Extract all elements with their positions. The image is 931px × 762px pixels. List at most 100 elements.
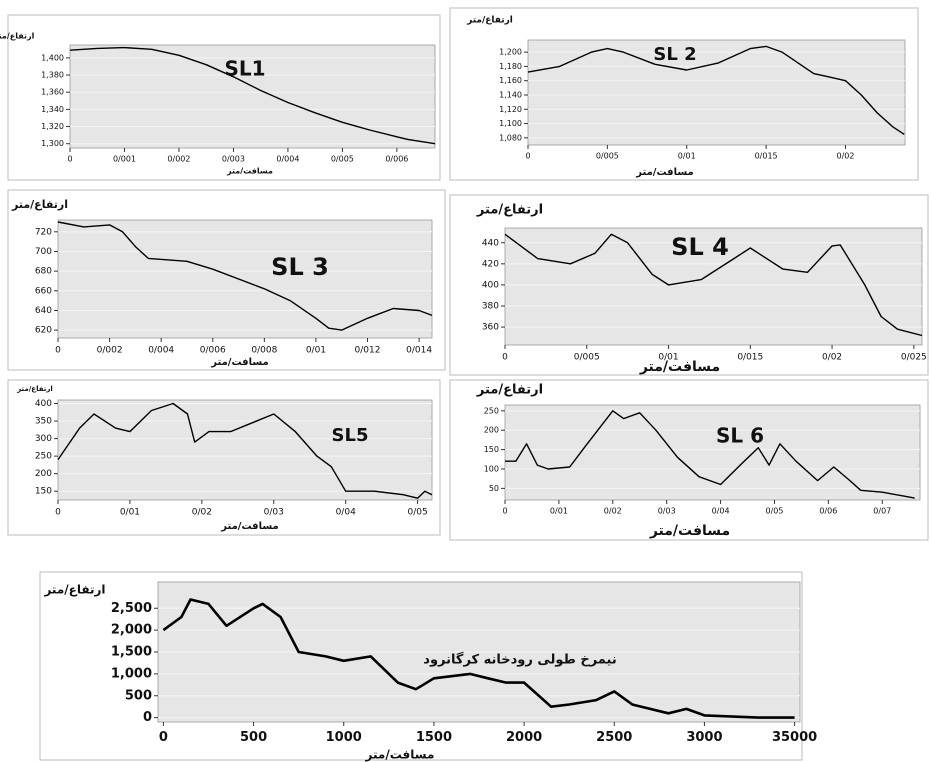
profile-line xyxy=(69,46,436,145)
chart-title: SL 2 xyxy=(653,44,696,65)
x-tick-label: 0/003 xyxy=(222,155,245,164)
profile-line xyxy=(504,233,923,337)
x-tick-label: 0/03 xyxy=(658,507,676,516)
plot-area xyxy=(504,404,921,501)
y-tick-label: 420 xyxy=(482,259,499,269)
chart-title: SL 6 xyxy=(716,424,764,448)
y-tick-label: 200 xyxy=(484,426,499,435)
y-tick-label: 1,340 xyxy=(41,105,64,114)
y-tick-label: 1,400 xyxy=(41,53,64,62)
chart-title: SL1 xyxy=(224,57,265,81)
x-axis-label: مسافت/متر xyxy=(649,523,730,539)
plot-area xyxy=(57,399,433,501)
profile-line xyxy=(57,402,433,499)
y-tick-label: 2,500 xyxy=(111,601,152,616)
x-tick-label: 0 xyxy=(67,155,72,164)
x-tick-label: 0/02 xyxy=(192,508,212,518)
y-tick-label: 1,320 xyxy=(41,122,64,131)
x-tick-label: 0/004 xyxy=(276,155,299,164)
x-tick-label: 0/015 xyxy=(755,152,778,161)
x-axis-label: مسافت/متر xyxy=(220,521,278,532)
x-tick-label: 0/02 xyxy=(836,152,854,161)
y-tick-label: 440 xyxy=(482,238,499,248)
chart-title: SL 4 xyxy=(671,233,729,261)
x-axis-label: مسافت/متر xyxy=(639,359,720,375)
x-tick-label: 2000 xyxy=(506,730,542,745)
y-tick-label: 640 xyxy=(35,306,52,316)
y-tick-label: 1,200 xyxy=(499,48,522,57)
y-tick-label: 700 xyxy=(35,247,52,257)
x-tick-label: 0/006 xyxy=(385,155,408,164)
y-axis-label: ارتفاع/متر xyxy=(466,16,513,26)
x-tick-label: 0 xyxy=(55,508,61,518)
x-tick-label: 0 xyxy=(55,346,61,356)
x-tick-label: 0/07 xyxy=(873,507,891,516)
y-tick-label: 200 xyxy=(35,469,52,479)
plot-area xyxy=(527,39,906,146)
y-tick-label: 1,080 xyxy=(499,133,522,142)
x-axis-label: مسافت/متر xyxy=(635,167,693,178)
y-tick-label: 380 xyxy=(482,302,499,312)
x-tick-label: 3000 xyxy=(686,730,722,745)
x-tick-label: 0/03 xyxy=(264,508,284,518)
x-axis-label: مسافت/متر xyxy=(365,748,435,762)
x-tick-label: 0/001 xyxy=(113,155,136,164)
y-tick-label: 400 xyxy=(35,399,52,409)
y-tick-label: 1,000 xyxy=(111,666,152,681)
x-tick-label: 0 xyxy=(502,507,507,516)
y-tick-label: 360 xyxy=(482,323,499,333)
chart-title: SL5 xyxy=(332,425,369,446)
x-tick-label: 0/06 xyxy=(819,507,837,516)
x-tick-label: 0/004 xyxy=(148,346,174,356)
x-tick-label: 1500 xyxy=(416,730,452,745)
profile-line xyxy=(527,45,905,135)
y-tick-label: 680 xyxy=(35,267,52,277)
x-tick-label: 0/02 xyxy=(604,507,622,516)
x-tick-label: 0/01 xyxy=(658,353,678,363)
x-tick-label: 0/015 xyxy=(737,353,763,363)
y-tick-label: 250 xyxy=(35,452,52,462)
y-tick-label: 1,360 xyxy=(41,88,64,97)
x-tick-label: 0/05 xyxy=(765,507,783,516)
x-tick-label: 0/008 xyxy=(251,346,277,356)
y-tick-label: 500 xyxy=(125,688,152,703)
x-tick-label: 0 xyxy=(502,353,508,363)
x-tick-label: 0/002 xyxy=(167,155,190,164)
x-tick-label: 0/01 xyxy=(306,346,326,356)
y-tick-label: 150 xyxy=(35,487,52,497)
x-tick-label: 0/01 xyxy=(678,152,696,161)
y-axis-label: ارتفاع/متر xyxy=(16,385,53,393)
y-tick-label: 1,100 xyxy=(499,119,522,128)
x-tick-label: 0/005 xyxy=(331,155,354,164)
y-axis-label: ارتفاع/متر xyxy=(476,383,543,398)
x-tick-label: 0/012 xyxy=(355,346,381,356)
y-tick-label: 350 xyxy=(35,417,52,427)
x-tick-label: 0/005 xyxy=(574,353,600,363)
chart-title: نیمرخ طولی رودخانه کرگانرود xyxy=(423,652,616,668)
plot-area xyxy=(57,219,433,339)
y-tick-label: 0 xyxy=(143,710,152,725)
y-axis-label: ارتفاع/متر xyxy=(43,583,105,597)
x-axis-label: مسافت/متر xyxy=(210,357,268,368)
x-tick-label: 0/014 xyxy=(406,346,432,356)
y-tick-label: 720 xyxy=(35,227,52,237)
y-tick-label: 1,380 xyxy=(41,71,64,80)
x-tick-label: 0/002 xyxy=(97,346,123,356)
x-tick-label: 35000 xyxy=(772,730,817,745)
x-tick-label: 0/04 xyxy=(336,508,356,518)
profile-line xyxy=(57,221,433,331)
plot-area xyxy=(504,227,923,346)
y-tick-label: 300 xyxy=(35,434,52,444)
x-tick-label: 0/025 xyxy=(901,353,927,363)
x-tick-label: 2500 xyxy=(596,730,632,745)
x-tick-label: 0/01 xyxy=(550,507,568,516)
y-tick-label: 150 xyxy=(484,445,499,454)
y-tick-label: 400 xyxy=(482,280,499,290)
y-tick-label: 1,300 xyxy=(41,139,64,148)
x-tick-label: 500 xyxy=(240,730,267,745)
x-tick-label: 0/01 xyxy=(120,508,140,518)
y-tick-label: 620 xyxy=(35,326,52,336)
chart-title: SL 3 xyxy=(271,253,329,281)
x-tick-label: 0/05 xyxy=(408,508,428,518)
